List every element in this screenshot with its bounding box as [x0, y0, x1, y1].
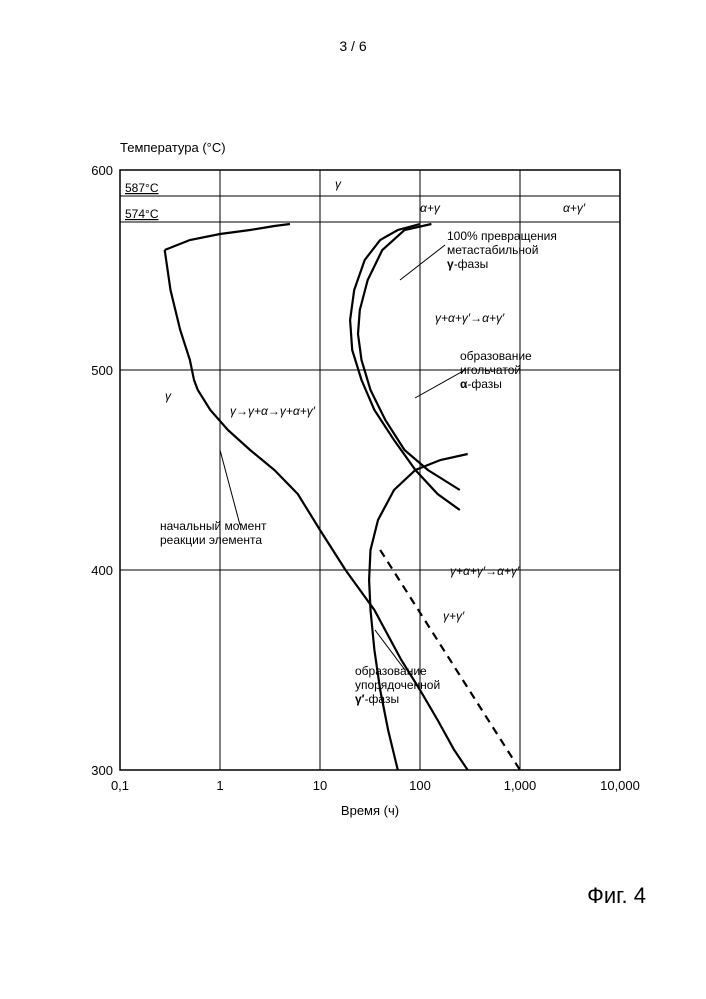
- x-axis-title: Время (ч): [341, 803, 399, 818]
- label-needle-alpha: образование игольчатой α-фазы: [460, 349, 535, 391]
- label-transform-2: γ+α+γ′→α+γ′: [435, 311, 505, 325]
- label-transform-1: γ→γ+α→γ+α+γ′: [230, 404, 316, 418]
- ytick-label: 500: [91, 363, 113, 378]
- ref-label-587: 587°C: [125, 181, 159, 195]
- region-gamma-left: γ: [165, 389, 172, 403]
- ref-label-574: 574°C: [125, 207, 159, 221]
- curve-needle-alpha: [358, 224, 460, 490]
- curve-start-reaction: [165, 250, 468, 770]
- xtick-label: 10,000: [600, 778, 640, 793]
- ttt-diagram: 600 500 400 300 0,1 1 10 100 1,000 10,00…: [65, 130, 640, 850]
- xtick-label: 1,000: [504, 778, 537, 793]
- ytick-label: 600: [91, 163, 113, 178]
- xtick-label: 10: [313, 778, 327, 793]
- label-metastable: 100% превращения метастабильной γ-фазы: [447, 229, 560, 271]
- label-transform-3: γ+α+γ′→α+γ′: [450, 564, 520, 578]
- xtick-label: 1: [216, 778, 223, 793]
- leader: [415, 370, 465, 398]
- label-start-reaction: начальный момент реакции элемента: [160, 519, 270, 547]
- curve-start-alpha: [165, 224, 290, 250]
- leader: [220, 450, 240, 525]
- y-axis-title: Температура (°C): [120, 140, 226, 155]
- leader: [400, 245, 445, 280]
- region-alpha-gamma: α+γ: [420, 201, 441, 215]
- region-gamma: γ: [335, 177, 342, 191]
- region-alpha-gammaprime: α+γ′: [563, 201, 586, 215]
- curve-metastable: [350, 224, 460, 510]
- label-gamma-gammaprime: γ+γ′: [443, 609, 465, 623]
- label-ordered-gammaprime: образование упорядоченной γ′-фазы: [355, 664, 444, 706]
- ytick-label: 300: [91, 763, 113, 778]
- xtick-label: 0,1: [111, 778, 129, 793]
- page-number: 3 / 6: [0, 38, 706, 54]
- figure-label: Фиг. 4: [587, 883, 646, 909]
- ytick-label: 400: [91, 563, 113, 578]
- xtick-label: 100: [409, 778, 431, 793]
